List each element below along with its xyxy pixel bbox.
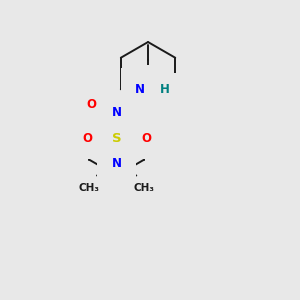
Text: N: N: [143, 98, 153, 111]
Text: O: O: [141, 132, 151, 145]
Text: S: S: [112, 132, 122, 145]
Text: N: N: [112, 106, 122, 119]
Text: O: O: [82, 132, 92, 145]
Text: H: H: [160, 82, 170, 96]
Text: CH₃: CH₃: [134, 183, 154, 194]
Text: N: N: [135, 82, 145, 96]
Text: N: N: [112, 157, 122, 170]
Text: CH₃: CH₃: [137, 73, 158, 83]
Text: CH₃: CH₃: [79, 183, 100, 194]
Text: O: O: [86, 98, 96, 111]
